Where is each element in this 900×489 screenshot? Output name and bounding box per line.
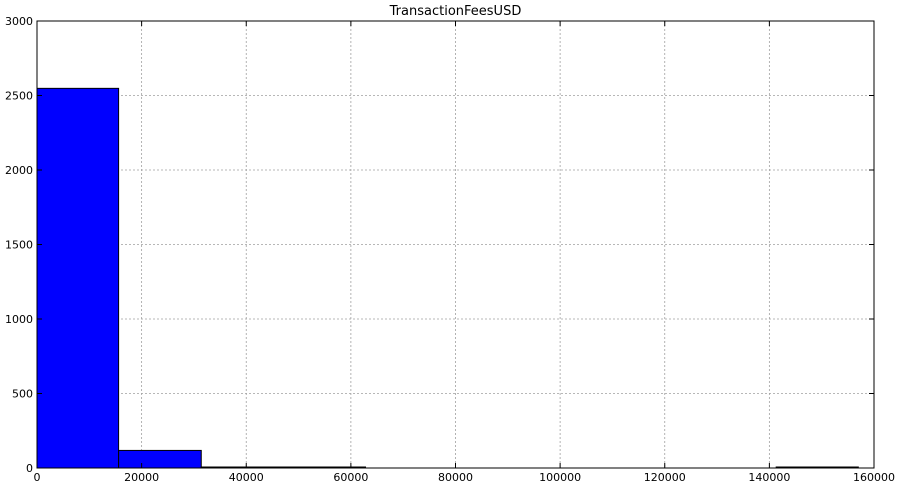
chart-title: TransactionFeesUSD <box>389 4 522 19</box>
x-tick-label: 80000 <box>438 471 473 484</box>
x-tick-label: 20000 <box>124 471 159 484</box>
histogram-bar <box>118 449 202 469</box>
x-tick-label: 120000 <box>644 471 686 484</box>
y-tick-label: 1000 <box>5 313 33 326</box>
axes-frame <box>36 20 875 469</box>
x-tick-label: 40000 <box>229 471 264 484</box>
y-tick-label: 2500 <box>5 90 33 103</box>
y-tick-label: 500 <box>12 388 33 401</box>
y-tick-label: 2000 <box>5 164 33 177</box>
y-tick-label: 0 <box>26 462 33 475</box>
x-tick-label: 160000 <box>853 471 895 484</box>
x-tick-label: 0 <box>34 471 41 484</box>
bars-layer <box>36 87 859 469</box>
x-tick-label: 140000 <box>748 471 790 484</box>
y-tick-label: 3000 <box>5 15 33 28</box>
x-tick-label: 100000 <box>539 471 581 484</box>
grid-layer <box>36 20 875 469</box>
x-tick-label: 60000 <box>333 471 368 484</box>
y-tick-label: 1500 <box>5 239 33 252</box>
ticks-layer: 0 20000 40000 60000 80000 100000 120000 140000 1… <box>5 15 895 484</box>
histogram-bar <box>36 87 120 469</box>
